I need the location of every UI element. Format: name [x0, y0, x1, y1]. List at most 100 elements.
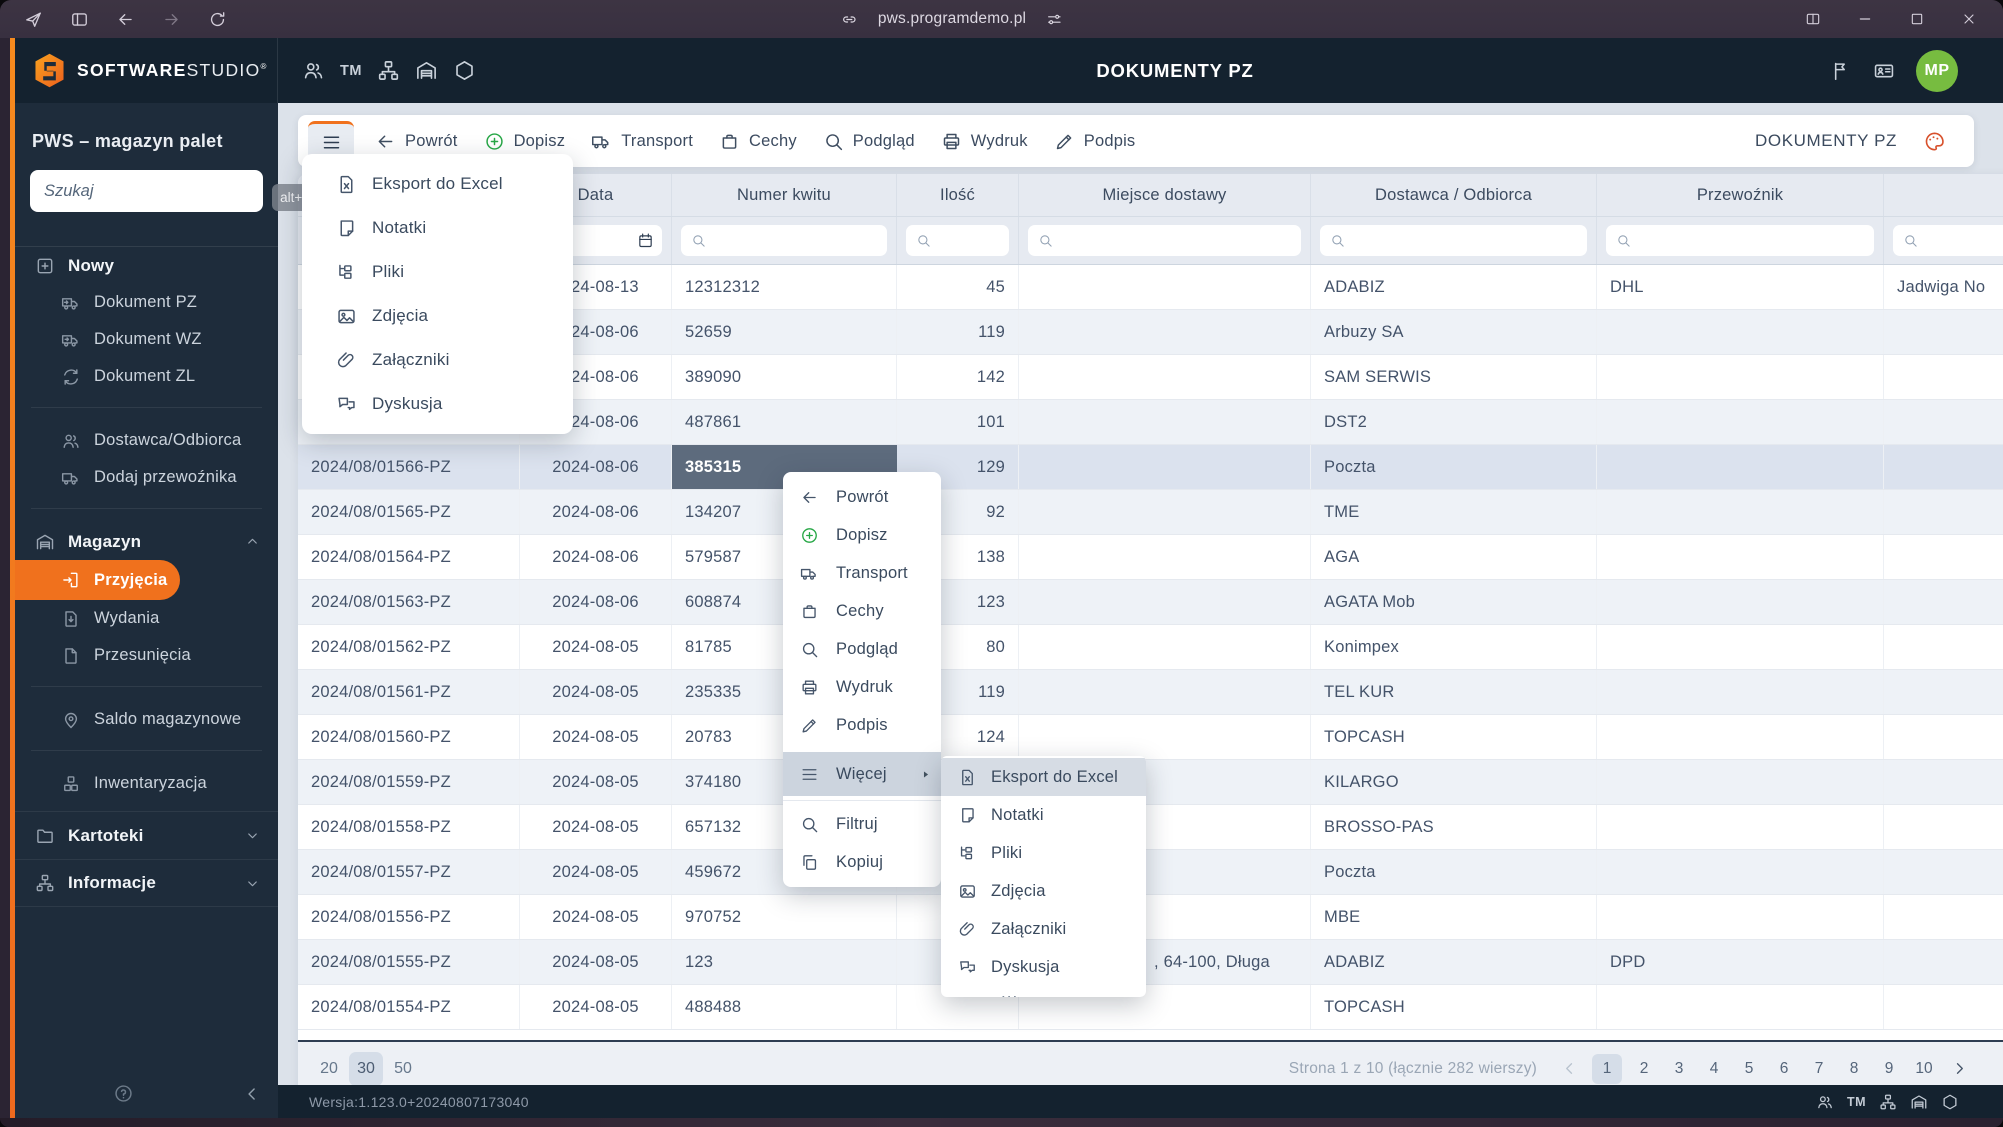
- cell-supplier[interactable]: ADABIZ: [1311, 940, 1597, 984]
- cell-extra[interactable]: Jadwiga No: [1884, 265, 2003, 309]
- cell-place[interactable]: [1019, 355, 1311, 399]
- cell-date[interactable]: 2024-08-05: [520, 715, 672, 759]
- table-row[interactable]: 2024/08/01555-PZ 2024-08-05 123 , 64-100, D…: [298, 940, 2003, 985]
- cell-place[interactable]: [1019, 580, 1311, 624]
- cell-extra[interactable]: [1884, 580, 2003, 624]
- tm-label[interactable]: TM: [340, 62, 362, 79]
- context-item-podglad[interactable]: Podgląd: [783, 630, 941, 668]
- cell-doc[interactable]: 2024/08/01554-PZ: [298, 985, 520, 1029]
- page-5[interactable]: 5: [1744, 1059, 1754, 1077]
- table-row[interactable]: 2024/08/01566-PZ 2024-08-06 385315 129 Poczt…: [298, 445, 2003, 490]
- cell-date[interactable]: 2024-08-06: [520, 580, 672, 624]
- sidebar-item-inwentaryzacja[interactable]: Inwentaryzacja: [15, 765, 278, 802]
- cell-extra[interactable]: [1884, 715, 2003, 759]
- toolbar-button-wydruk[interactable]: Wydruk: [928, 115, 1041, 167]
- table-row[interactable]: 2024-08-06 487861 101 DST2: [298, 400, 2003, 445]
- column-header-1[interactable]: Data: [520, 174, 672, 216]
- cell-receipt[interactable]: 12312312: [672, 265, 897, 309]
- menu-item-eksport-do-excel[interactable]: Eksport do Excel: [302, 162, 573, 206]
- filter-input-4[interactable]: [1028, 225, 1301, 256]
- cell-place[interactable]: [1019, 715, 1311, 759]
- context-item-wydruk[interactable]: Wydruk: [783, 668, 941, 706]
- cell-date[interactable]: 2024-08-05: [520, 895, 672, 939]
- cell-carrier[interactable]: [1597, 670, 1884, 714]
- cell-supplier[interactable]: TOPCASH: [1311, 985, 1597, 1029]
- page-8[interactable]: 8: [1849, 1059, 1859, 1077]
- cell-date[interactable]: 2024-08-05: [520, 805, 672, 849]
- toolbar-button-transport[interactable]: Transport: [578, 115, 706, 167]
- page-4[interactable]: 4: [1709, 1059, 1719, 1077]
- cell-receipt[interactable]: 488488: [672, 985, 897, 1029]
- toolbar-button-powrot[interactable]: Powrót: [362, 115, 471, 167]
- context-item-filtruj[interactable]: Filtruj: [783, 805, 941, 843]
- cell-qty[interactable]: [897, 985, 1019, 1029]
- cell-supplier[interactable]: DST2: [1311, 400, 1597, 444]
- cell-qty[interactable]: 129: [897, 445, 1019, 489]
- cell-supplier[interactable]: AGA: [1311, 535, 1597, 579]
- menu-item-zalaczniki[interactable]: Załączniki: [302, 338, 573, 382]
- table-row[interactable]: 2024/08/01554-PZ 2024-08-05 488488 TOPCASH: [298, 985, 2003, 1030]
- table-row[interactable]: 2024/08/01564-PZ 2024-08-06 579587 138 AGA: [298, 535, 2003, 580]
- context-item-transport[interactable]: Transport: [783, 554, 941, 592]
- sidebar-item-przyjecia[interactable]: Przyjęcia: [15, 560, 180, 600]
- page-3[interactable]: 3: [1674, 1059, 1684, 1077]
- cell-receipt[interactable]: 52659: [672, 310, 897, 354]
- cell-extra[interactable]: [1884, 445, 2003, 489]
- toolbar-button-podpis[interactable]: Podpis: [1041, 115, 1149, 167]
- sidebar-item-kartoteki[interactable]: Kartoteki: [15, 811, 278, 859]
- menu-item-zdjecia[interactable]: Zdjęcia: [302, 294, 573, 338]
- cell-place[interactable]: [1019, 850, 1311, 894]
- cell-qty[interactable]: 101: [897, 400, 1019, 444]
- cell-receipt[interactable]: 970752: [672, 895, 897, 939]
- column-header-6[interactable]: Przewoźnik: [1597, 174, 1884, 216]
- cell-carrier[interactable]: [1597, 625, 1884, 669]
- cell-date[interactable]: 2024-08-06: [520, 310, 672, 354]
- cell-doc[interactable]: 2024/08/01557-PZ: [298, 850, 520, 894]
- cell-place[interactable]: [1019, 895, 1311, 939]
- cell-carrier[interactable]: [1597, 400, 1884, 444]
- cell-supplier[interactable]: TEL KUR: [1311, 670, 1597, 714]
- cell-doc[interactable]: 2024/08/01556-PZ: [298, 895, 520, 939]
- cell-extra[interactable]: [1884, 535, 2003, 579]
- sidebar-item-wydania[interactable]: Wydania: [15, 600, 278, 637]
- sidebar-item-nowy[interactable]: Nowy: [15, 247, 278, 284]
- sidebar-item-dokument-pz[interactable]: Dokument PZ: [15, 284, 278, 321]
- cell-place[interactable]: [1019, 265, 1311, 309]
- cell-doc[interactable]: 2024/08/01560-PZ: [298, 715, 520, 759]
- table-row[interactable]: 2024-08-06 389090 142 SAM SERWIS: [298, 355, 2003, 400]
- toolbar-button-cechy[interactable]: Cechy: [706, 115, 810, 167]
- sidebar-item-informacje[interactable]: Informacje: [15, 859, 278, 907]
- menu-item-dyskusja[interactable]: Dyskusja: [302, 382, 573, 426]
- cell-place[interactable]: [1019, 445, 1311, 489]
- cell-doc[interactable]: 2024/08/01559-PZ: [298, 760, 520, 804]
- toolbar-button-dopisz[interactable]: Dopisz: [471, 115, 579, 167]
- url-bar[interactable]: pws.programdemo.pl: [841, 0, 1063, 38]
- cell-doc[interactable]: 2024/08/01565-PZ: [298, 490, 520, 534]
- cell-doc[interactable]: 2024/08/01555-PZ: [298, 940, 520, 984]
- sidebar-item-przesuniecia[interactable]: Przesunięcia: [15, 637, 278, 674]
- cell-date[interactable]: 2024-08-06: [520, 355, 672, 399]
- cell-carrier[interactable]: DPD: [1597, 940, 1884, 984]
- cell-carrier[interactable]: [1597, 490, 1884, 534]
- cell-doc[interactable]: 2024/08/01564-PZ: [298, 535, 520, 579]
- cell-qty[interactable]: 123: [897, 580, 1019, 624]
- cell-carrier[interactable]: [1597, 760, 1884, 804]
- cell-carrier[interactable]: [1597, 310, 1884, 354]
- cell-supplier[interactable]: Poczta: [1311, 850, 1597, 894]
- sidebar-item-dokument-wz[interactable]: Dokument WZ: [15, 321, 278, 358]
- cell-supplier[interactable]: TOPCASH: [1311, 715, 1597, 759]
- cell-doc[interactable]: 2024/08/01562-PZ: [298, 625, 520, 669]
- cell-place[interactable]: [1019, 985, 1311, 1029]
- column-header-7[interactable]: [1884, 174, 2003, 216]
- sidebar-item-saldo-magazynowe[interactable]: Saldo magazynowe: [15, 701, 278, 738]
- context-item-kopiuj[interactable]: Kopiuj: [783, 843, 941, 881]
- filter-input-6[interactable]: [1606, 225, 1874, 256]
- cell-date[interactable]: 2024-08-05: [520, 985, 672, 1029]
- cell-place[interactable]: [1019, 805, 1311, 849]
- context-item-dopisz[interactable]: Dopisz: [783, 516, 941, 554]
- page-6[interactable]: 6: [1779, 1059, 1789, 1077]
- column-header-2[interactable]: Numer kwitu: [672, 174, 897, 216]
- cell-carrier[interactable]: DHL: [1597, 265, 1884, 309]
- cell-extra[interactable]: [1884, 760, 2003, 804]
- menu-item-notatki[interactable]: Notatki: [302, 206, 573, 250]
